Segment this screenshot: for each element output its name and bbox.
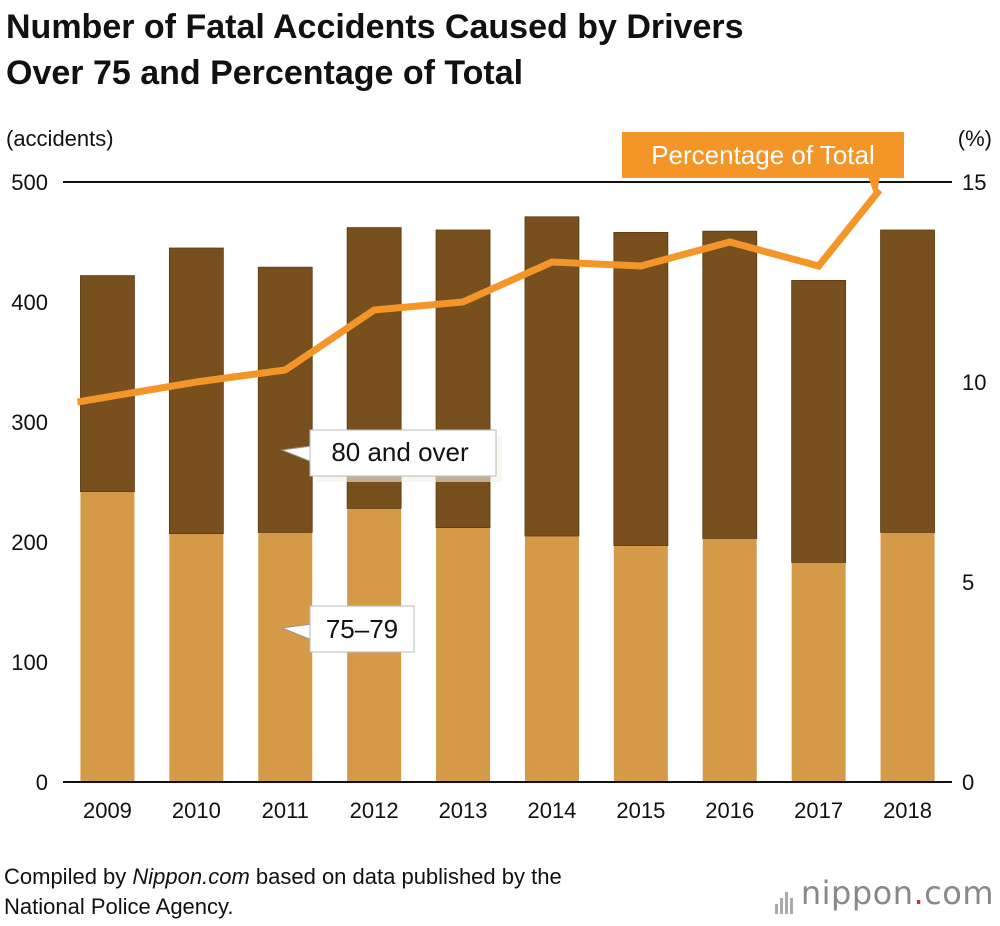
left-axis-unit: (accidents) (6, 126, 114, 151)
logo-tld: com (924, 874, 994, 912)
bar-75-79-2014 (524, 536, 579, 782)
bar-80-over-2009 (80, 275, 135, 493)
x-tick-label-2011: 2011 (262, 798, 309, 823)
source-line-2: National Police Agency. (4, 894, 234, 919)
right-axis-unit: (%) (957, 126, 992, 151)
x-tick-label-2015: 2015 (616, 798, 665, 823)
bar-80-over-2016 (702, 230, 758, 539)
x-tick-label-2017: 2017 (794, 798, 843, 823)
percentage-callout-label: Percentage of Total (651, 140, 875, 170)
bar-80-over-2011 (257, 266, 313, 533)
y-right-tick-5: 5 (962, 570, 974, 595)
source-suffix: based on data published by the (249, 864, 562, 889)
bar-75-79-2011 (258, 532, 313, 782)
bar-80-over-2013 (435, 229, 491, 529)
bar-75-79-2015 (613, 545, 668, 782)
y-right-tick-0: 0 (962, 770, 974, 795)
x-tick-label-2014: 2014 (527, 798, 576, 823)
bar-80-over-2018 (880, 229, 935, 533)
over80-callout-label: 80 and over (331, 437, 469, 467)
y-left-tick-200: 200 (11, 530, 48, 555)
bar-80-over-2010 (168, 247, 224, 535)
bar-75-79-2009 (80, 491, 135, 782)
chart-title: Number of Fatal Accidents Caused by Driv… (6, 4, 986, 96)
bar-75-79-2016 (702, 538, 757, 782)
source-site: Nippon.com (132, 864, 250, 889)
logo-bars-icon (774, 876, 795, 914)
y-left-tick-500: 500 (11, 170, 48, 195)
age75-79-callout-box (309, 605, 415, 653)
y-left-tick-0: 0 (36, 770, 48, 795)
y-right-tick-15: 15 (962, 170, 986, 195)
y-right-tick-10: 10 (962, 370, 986, 395)
nippon-logo: nippon.com (774, 874, 994, 914)
percentage-line (76, 187, 883, 406)
percentage-callout-box (622, 132, 904, 178)
bar-75-79-2018 (880, 532, 935, 782)
bar-80-over-2015 (613, 231, 669, 547)
x-tick-label-2018: 2018 (883, 798, 932, 823)
bar-75-79-2013 (436, 527, 491, 782)
title-line-2: Over 75 and Percentage of Total (6, 54, 524, 92)
age75-79-callout-label: 75–79 (326, 614, 398, 644)
x-tick-label-2009: 2009 (83, 798, 132, 823)
bar-75-79-2017 (791, 562, 846, 782)
x-tick-label-2016: 2016 (705, 798, 754, 823)
logo-dot: . (913, 874, 925, 912)
x-tick-label-2013: 2013 (439, 798, 488, 823)
x-tick-label-2012: 2012 (350, 798, 399, 823)
source-note: Compiled by Nippon.com based on data pub… (4, 862, 562, 922)
bar-80-over-2017 (791, 279, 847, 563)
y-left-tick-300: 300 (11, 410, 48, 435)
source-prefix: Compiled by (4, 864, 133, 889)
title-line-1: Number of Fatal Accidents Caused by Driv… (6, 8, 744, 46)
over80-callout-box (309, 429, 497, 477)
bar-75-79-2010 (169, 533, 224, 782)
y-left-tick-100: 100 (11, 650, 48, 675)
y-left-tick-400: 400 (11, 290, 48, 315)
x-tick-label-2010: 2010 (172, 798, 221, 823)
chart-plot: 2009 2010 2011 2012 2013 2014 2015 2016 2017 2018… (11, 132, 986, 823)
logo-word: nippon (800, 874, 914, 912)
